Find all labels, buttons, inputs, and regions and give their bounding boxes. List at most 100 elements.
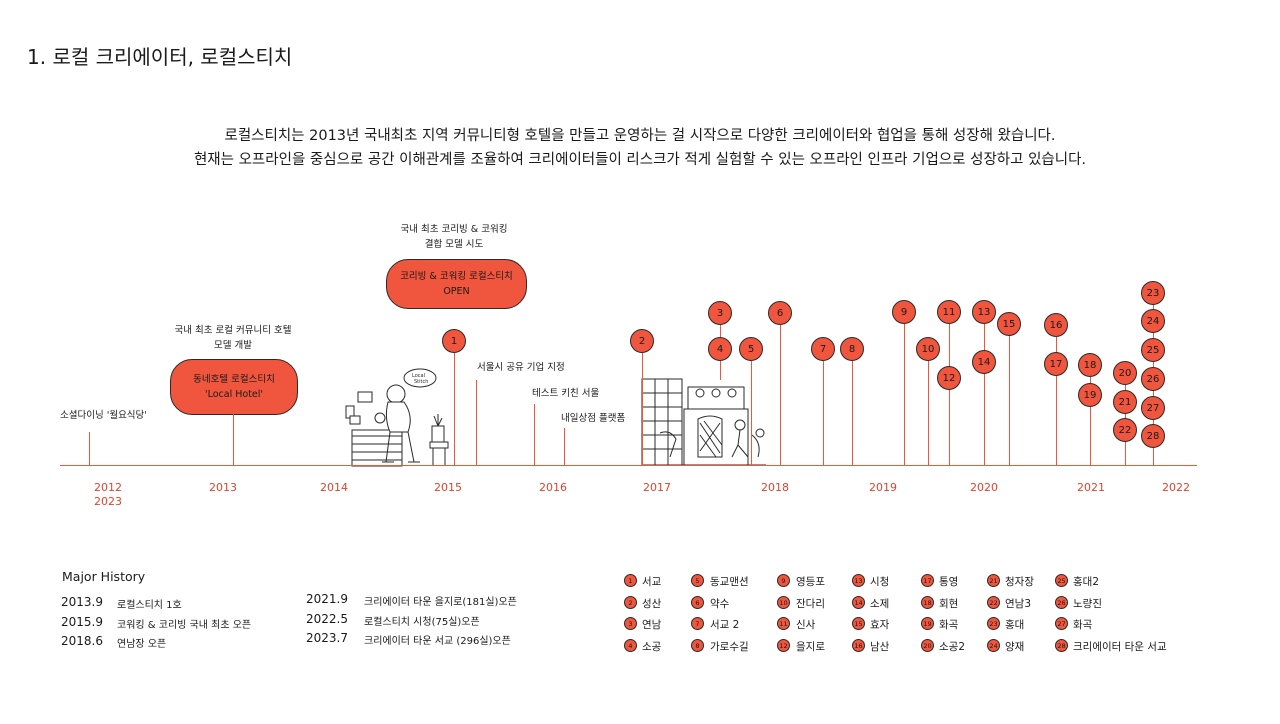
marker-11: 11 — [937, 300, 961, 324]
legend-label: 신사 — [796, 619, 816, 631]
stem-6 — [780, 325, 781, 465]
marker-26: 26 — [1141, 367, 1165, 391]
legend-label: 약수 — [710, 598, 730, 610]
history-date: 2015.9 — [61, 615, 103, 629]
marker-20: 20 — [1113, 361, 1137, 385]
marker-28: 28 — [1141, 424, 1165, 448]
legend-marker: 4 — [624, 639, 637, 652]
cowork-note: 국내 최초 코리빙 & 코워킹 결합 모델 시도 — [384, 222, 524, 252]
stem-7 — [823, 361, 824, 465]
timeline-axis — [60, 465, 1197, 466]
legend-label: 소제 — [870, 598, 890, 610]
legend-label: 연남 — [642, 619, 662, 631]
cowork-note-line-2: 결합 모델 시도 — [424, 239, 484, 250]
cowork-pill-line-1: 코리빙 & 코워킹 로컬스티치 — [400, 271, 513, 282]
stem-1 — [454, 352, 455, 465]
marker-4: 4 — [708, 337, 732, 361]
legend-marker: 21 — [987, 574, 1000, 587]
year-2012: 2012 — [94, 481, 122, 494]
hotel-connector — [233, 413, 234, 465]
marker-27: 27 — [1141, 396, 1165, 420]
legend-label: 연남3 — [1005, 598, 1032, 610]
history-text: 로컬스티치 1호 — [117, 600, 182, 611]
stem-9 — [904, 324, 905, 465]
stem-15 — [1009, 336, 1010, 465]
legend-marker: 24 — [987, 639, 1000, 652]
legend-marker: 26 — [1055, 596, 1068, 609]
marker-14: 14 — [972, 350, 996, 374]
marker-5: 5 — [739, 337, 763, 361]
year-2017: 2017 — [643, 481, 671, 494]
history-date: 2013.9 — [61, 595, 103, 609]
legend-marker: 5 — [691, 574, 704, 587]
history-text: 연남장 오픈 — [117, 639, 167, 650]
year-2019: 2019 — [869, 481, 897, 494]
legend-label: 성산 — [642, 598, 662, 610]
legend-label: 크리에이터 타운 서교 — [1073, 641, 1167, 653]
year-2018: 2018 — [761, 481, 789, 494]
marker-24: 24 — [1141, 309, 1165, 333]
marker-23: 23 — [1141, 281, 1165, 305]
stem-11-12 — [949, 324, 950, 465]
legend-marker: 28 — [1055, 639, 1068, 652]
marker-12: 12 — [937, 366, 961, 390]
marker-2: 2 — [630, 329, 654, 353]
legend-label: 화곡 — [939, 619, 959, 631]
local-hotel-pill-line-2: 'Local Hotel' — [204, 389, 264, 400]
marker-9: 9 — [892, 300, 916, 324]
legend-marker: 22 — [987, 596, 1000, 609]
intro-line-2: 현재는 오프라인을 중심으로 공간 이해관계를 조율하여 크리에이터들이 리스크… — [193, 152, 1087, 168]
legend-marker: 15 — [852, 617, 865, 630]
local-hotel-pill-line-1: 동네호텔 로컬스티치 — [193, 374, 275, 385]
legend-label: 동교맨션 — [710, 576, 749, 588]
marker-1: 1 — [442, 329, 466, 353]
hotel-note-line-1: 국내 최초 로컬 커뮤니티 호텔 — [174, 325, 292, 336]
tick-daily-store — [564, 428, 565, 465]
marker-25: 25 — [1141, 338, 1165, 362]
local-hotel-pill: 동네호텔 로컬스티치 'Local Hotel' — [170, 359, 298, 415]
stem-13-14 — [984, 324, 985, 465]
stem-18-19 — [1090, 377, 1091, 465]
year-2023: 2023 — [94, 495, 122, 508]
daily-store-label: 내일상점 플랫폼 — [561, 413, 626, 424]
legend-marker: 8 — [691, 639, 704, 652]
legend-marker: 16 — [852, 639, 865, 652]
legend-label: 소공 — [642, 641, 662, 653]
marker-15: 15 — [997, 312, 1021, 336]
stem-16-17 — [1056, 337, 1057, 465]
legend-label: 노량진 — [1073, 598, 1102, 610]
history-text: 코워킹 & 코리빙 국내 최초 오픈 — [117, 620, 252, 631]
marker-8: 8 — [840, 337, 864, 361]
legend-marker: 1 — [624, 574, 637, 587]
legend-marker: 27 — [1055, 617, 1068, 630]
legend-label: 서교 2 — [710, 619, 740, 631]
intro-line-1: 로컬스티치는 2013년 국내최초 지역 커뮤니티형 호텔을 만들고 운영하는 … — [224, 128, 1056, 144]
history-date: 2018.6 — [61, 634, 103, 648]
year-2014: 2014 — [320, 481, 348, 494]
legend-label: 화곡 — [1073, 619, 1093, 631]
history-text: 크리에이터 타운 서교 (296실)오픈 — [364, 636, 511, 647]
marker-6: 6 — [768, 301, 792, 325]
marker-3: 3 — [708, 301, 732, 325]
legend-marker: 19 — [921, 617, 934, 630]
marker-18: 18 — [1078, 353, 1102, 377]
stem-10 — [928, 361, 929, 465]
legend-label: 을지로 — [796, 641, 825, 653]
legend-label: 효자 — [870, 619, 890, 631]
year-2022: 2022 — [1162, 481, 1190, 494]
legend-label: 가로수길 — [710, 641, 749, 653]
hotel-note: 국내 최초 로컬 커뮤니티 호텔 모델 개발 — [163, 323, 303, 353]
cowork-note-line-1: 국내 최초 코리빙 & 코워킹 — [400, 224, 508, 235]
legend-marker: 18 — [921, 596, 934, 609]
stem-5 — [751, 361, 752, 465]
cowork-pill: 코리빙 & 코워킹 로컬스티치 OPEN — [386, 259, 527, 309]
marker-7: 7 — [811, 337, 835, 361]
legend-marker: 12 — [777, 639, 790, 652]
year-2016: 2016 — [539, 481, 567, 494]
legend-marker: 17 — [921, 574, 934, 587]
page-title: 1. 로컬 크리에이터, 로컬스티치 — [27, 45, 293, 69]
legend-label: 양재 — [1005, 641, 1025, 653]
legend-marker: 7 — [691, 617, 704, 630]
legend-marker: 9 — [777, 574, 790, 587]
test-kitchen-label: 테스트 키친 서울 — [532, 388, 600, 399]
